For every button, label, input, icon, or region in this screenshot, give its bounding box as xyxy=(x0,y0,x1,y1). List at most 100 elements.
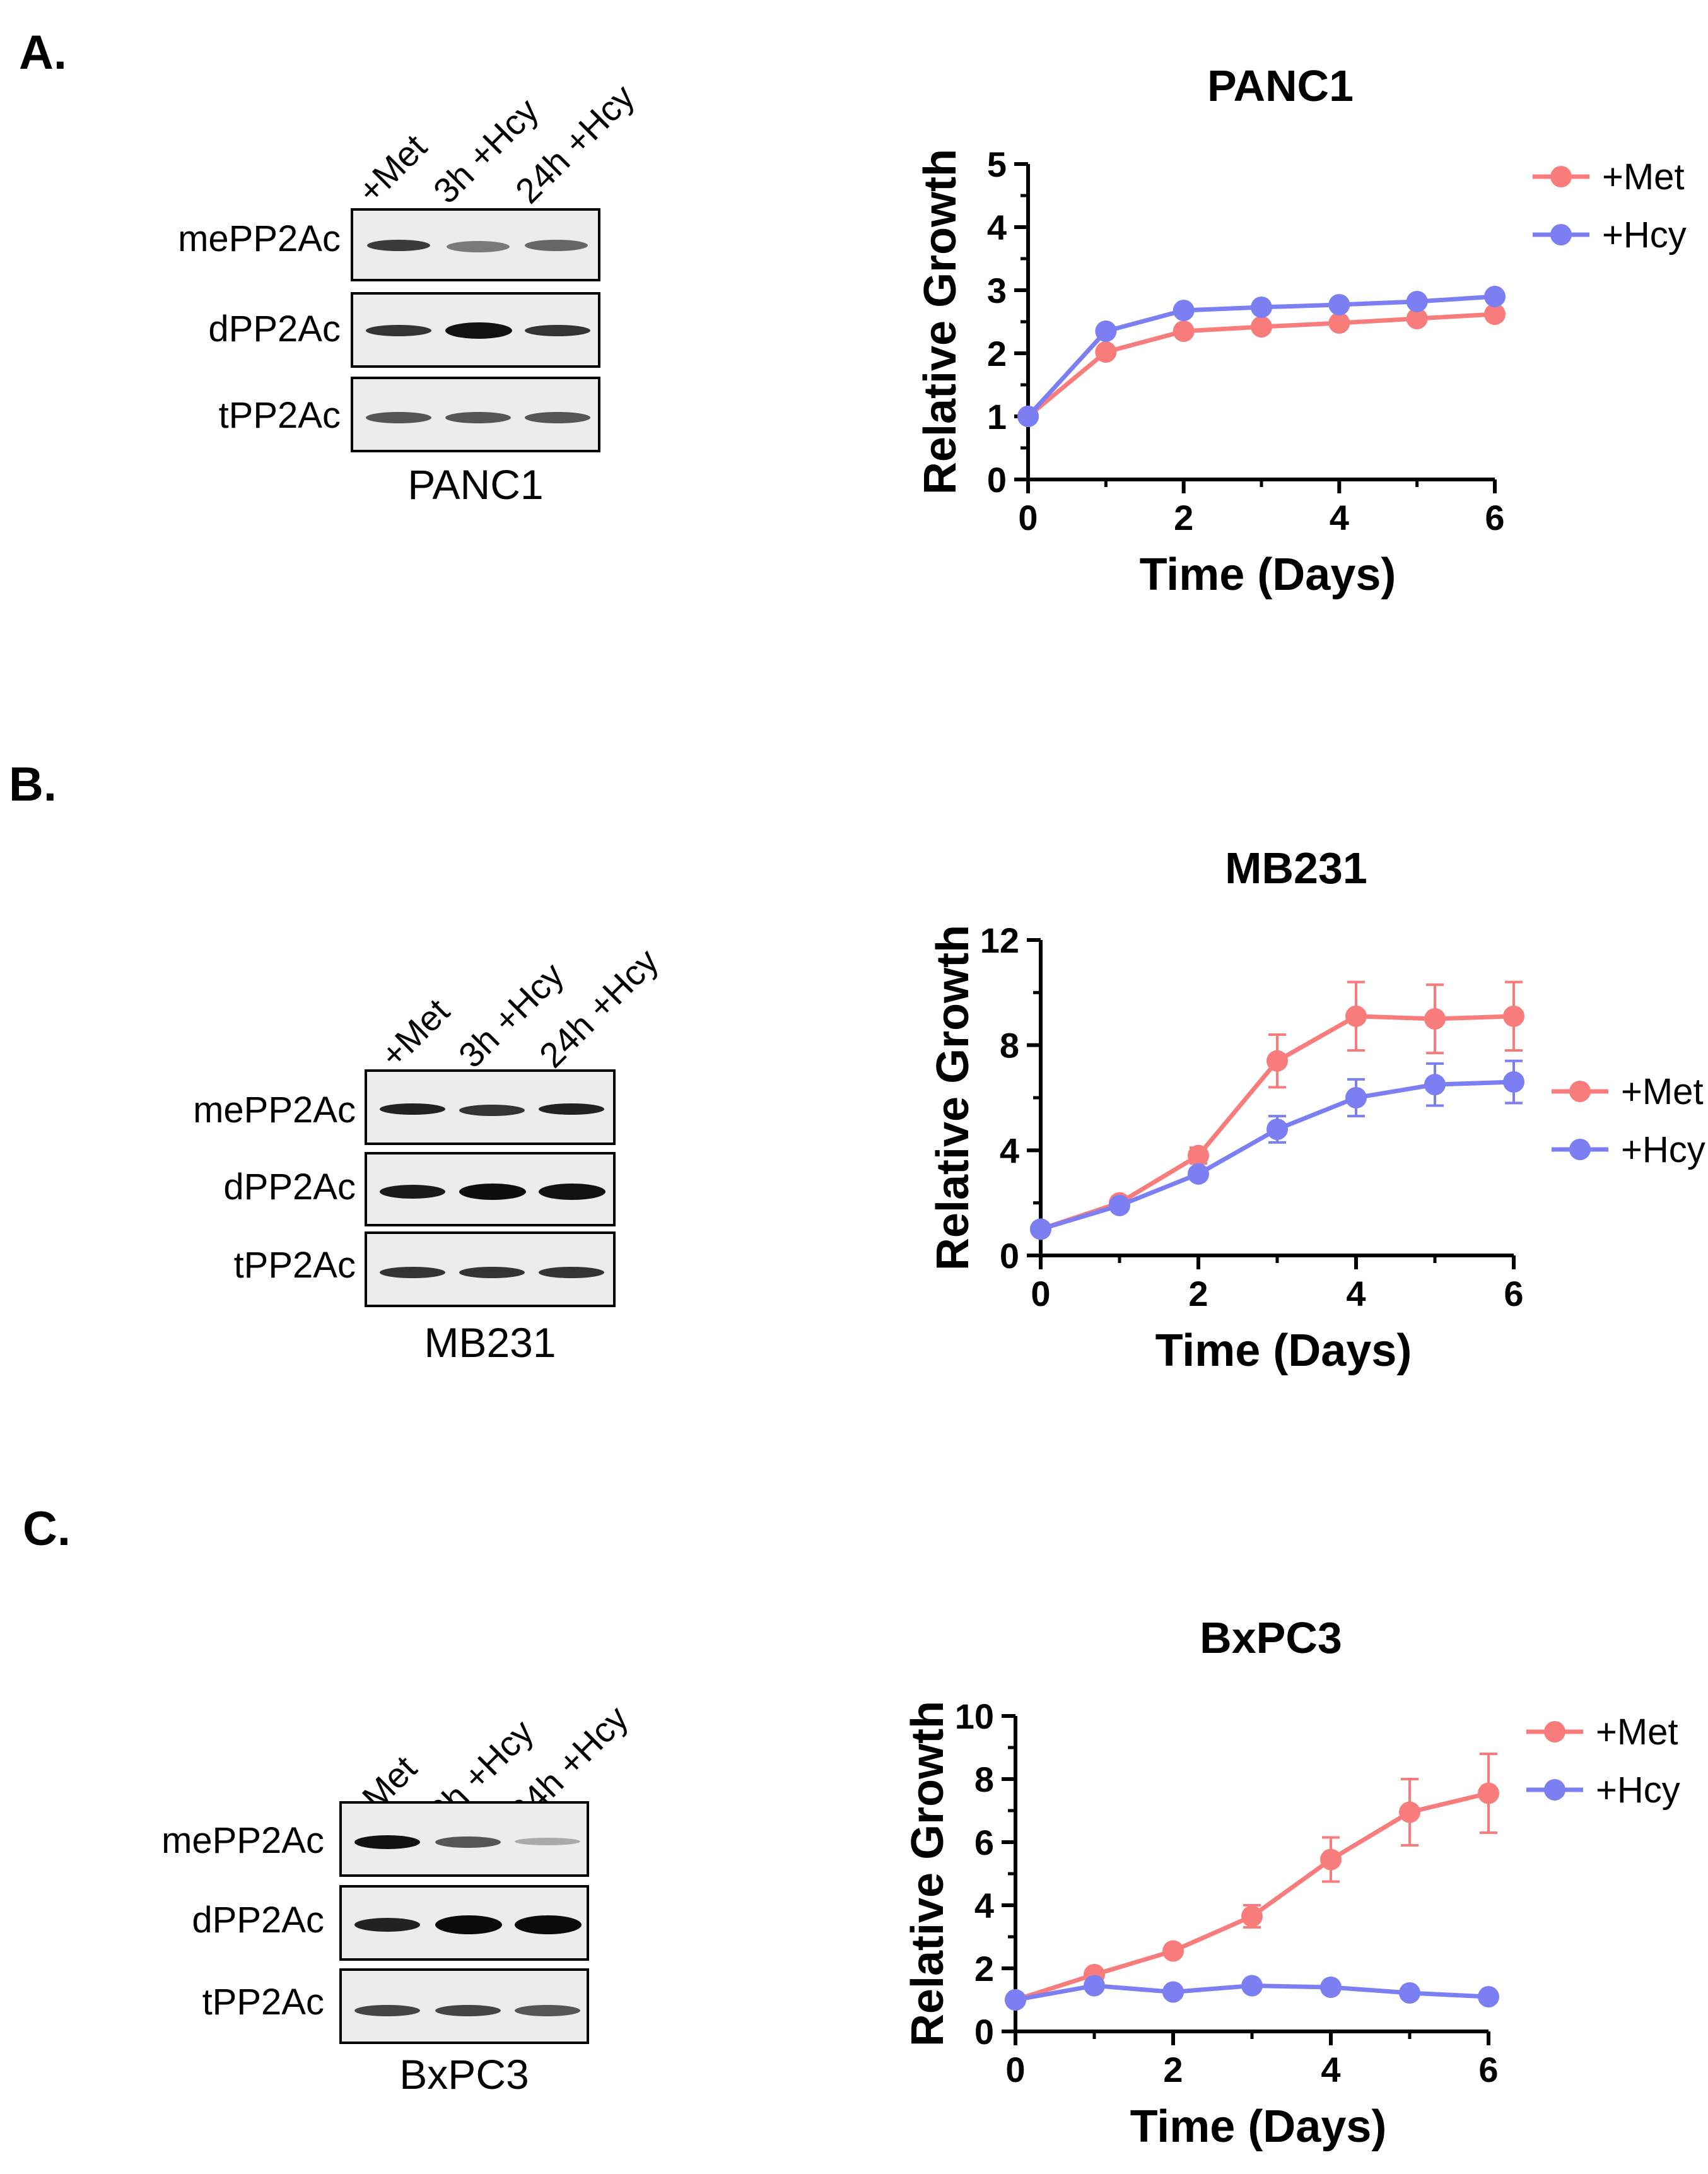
legend-marker xyxy=(1544,1779,1565,1801)
band xyxy=(515,1915,582,1934)
panel-letter-a: A. xyxy=(19,26,67,79)
data-point xyxy=(1251,316,1272,338)
data-point xyxy=(1084,1975,1105,1997)
data-point xyxy=(1484,286,1506,307)
band xyxy=(380,1185,445,1199)
y-tick-label: 0 xyxy=(1000,1236,1019,1276)
data-point xyxy=(1162,1981,1184,2003)
data-point xyxy=(1162,1940,1184,1962)
blot-row-label: dPP2Ac xyxy=(208,308,341,350)
band xyxy=(435,1836,501,1848)
y-tick-label: 5 xyxy=(987,144,1007,184)
data-point xyxy=(1503,1071,1524,1093)
blot-cell-line-label: MB231 xyxy=(424,1319,556,1366)
band xyxy=(366,325,431,336)
blot-row-label: mePP2Ac xyxy=(161,1820,324,1861)
legend-label: +Met xyxy=(1621,1071,1704,1112)
blot-strip xyxy=(339,1968,589,2044)
data-point xyxy=(1109,1194,1130,1216)
data-point xyxy=(1266,1119,1288,1140)
y-axis-label: Relative Growth xyxy=(915,149,966,495)
band xyxy=(515,1838,580,1845)
y-axis-label: Relative Growth xyxy=(928,925,978,1271)
data-point xyxy=(1484,303,1506,325)
x-tick-label: 2 xyxy=(1188,1274,1208,1313)
blot-strip xyxy=(351,377,600,452)
y-tick-label: 8 xyxy=(974,1760,994,1799)
legend-marker xyxy=(1550,166,1572,187)
band xyxy=(525,325,590,336)
y-tick-label: 12 xyxy=(980,920,1019,960)
data-point xyxy=(1478,1782,1499,1804)
y-tick-label: 10 xyxy=(955,1696,994,1736)
legend-marker xyxy=(1569,1081,1591,1102)
x-tick-label: 4 xyxy=(1346,1274,1366,1313)
band xyxy=(354,1918,420,1932)
chart-title: BxPC3 xyxy=(1200,1613,1342,1662)
band xyxy=(366,412,431,423)
x-axis-label: Time (Days) xyxy=(1130,2101,1387,2152)
blot-strip xyxy=(351,208,600,281)
data-point xyxy=(1241,1975,1263,1997)
blot-row-label: dPP2Ac xyxy=(223,1166,356,1207)
legend-marker xyxy=(1550,224,1572,245)
blot-strip xyxy=(339,1801,589,1877)
x-tick-label: 2 xyxy=(1163,2050,1183,2089)
y-tick-label: 0 xyxy=(987,460,1007,500)
legend-label: +Hcy xyxy=(1602,214,1687,256)
band xyxy=(459,1267,525,1278)
x-tick-label: 0 xyxy=(1031,1274,1050,1313)
band xyxy=(459,1105,525,1116)
band xyxy=(539,1184,605,1200)
blot-cell-line-label: PANC1 xyxy=(407,461,544,508)
panel-letter-b: B. xyxy=(9,758,57,811)
band xyxy=(459,1184,526,1200)
band xyxy=(435,1915,502,1934)
blot-strip xyxy=(365,1069,616,1145)
lane-label: 24h +Hcy xyxy=(531,941,666,1076)
band xyxy=(367,240,430,251)
x-tick-label: 4 xyxy=(1321,2050,1340,2089)
band xyxy=(354,2005,420,2016)
x-tick-label: 6 xyxy=(1504,1274,1523,1313)
blot-cell-line-label: BxPC3 xyxy=(399,2051,529,2098)
data-point xyxy=(1320,1977,1342,1998)
data-point xyxy=(1173,300,1195,321)
y-tick-label: 1 xyxy=(987,397,1007,437)
x-tick-label: 0 xyxy=(1018,498,1038,538)
y-tick-label: 8 xyxy=(1000,1026,1019,1066)
blot-row-label: mePP2Ac xyxy=(178,218,341,259)
data-point xyxy=(1345,1005,1367,1027)
legend-label: +Met xyxy=(1602,156,1685,197)
lane-label: +Met xyxy=(349,126,435,211)
blot-strip xyxy=(351,292,600,368)
data-point xyxy=(1399,1982,1420,2004)
legend-label: +Met xyxy=(1596,1712,1678,1753)
band xyxy=(515,2005,580,2016)
blot-strip xyxy=(365,1231,616,1307)
y-tick-label: 0 xyxy=(974,2012,994,2052)
y-axis-label: Relative Growth xyxy=(903,1701,953,2047)
y-tick-label: 6 xyxy=(974,1823,994,1862)
data-point xyxy=(1188,1144,1209,1166)
data-point xyxy=(1345,1087,1367,1108)
band xyxy=(435,2005,501,2016)
y-tick-label: 4 xyxy=(987,208,1007,247)
data-point xyxy=(1005,1989,1026,2011)
x-axis-label: Time (Days) xyxy=(1155,1325,1412,1376)
band xyxy=(445,322,512,339)
blot-strip xyxy=(339,1885,589,1961)
data-point xyxy=(1406,308,1428,329)
data-point xyxy=(1478,1986,1499,2007)
data-point xyxy=(1266,1050,1288,1072)
y-tick-label: 3 xyxy=(987,271,1007,310)
blot-row-label: tPP2Ac xyxy=(218,395,341,436)
band xyxy=(525,412,590,423)
x-tick-label: 0 xyxy=(1005,2050,1025,2089)
lane-label: +Met xyxy=(372,990,457,1076)
blot-row-label: tPP2Ac xyxy=(202,1982,324,2023)
data-point xyxy=(1406,291,1428,312)
legend-label: +Hcy xyxy=(1621,1129,1705,1170)
mb231-growth-chart: MB231 0 4 8 12 0 2 4 6 Time (Days) Relative Growth… xyxy=(928,843,1705,1376)
band xyxy=(380,1103,445,1115)
